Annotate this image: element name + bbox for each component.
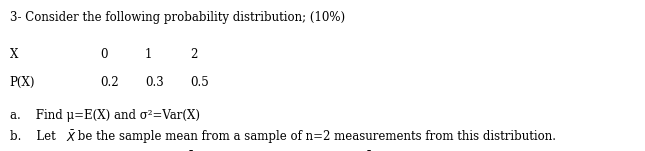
- Text: $\bar{X}$: $\bar{X}$: [66, 130, 77, 145]
- Text: 2: 2: [190, 48, 197, 61]
- Text: 0.5: 0.5: [190, 76, 209, 88]
- Text: 0.3: 0.3: [145, 76, 164, 88]
- Text: b.    Let: b. Let: [10, 130, 59, 143]
- Text: X: X: [10, 48, 18, 61]
- Text: P(X): P(X): [10, 76, 35, 88]
- Text: 3- Consider the following probability distribution; (10%): 3- Consider the following probability di…: [10, 11, 345, 24]
- Text: 0.2: 0.2: [100, 76, 119, 88]
- Text: 1: 1: [145, 48, 152, 61]
- Text: a.    Find μ=E(X) and σ²=Var(X): a. Find μ=E(X) and σ²=Var(X): [10, 109, 200, 122]
- Text: 0: 0: [100, 48, 108, 61]
- Text: be the sample mean from a sample of n=2 measurements from this distribution.: be the sample mean from a sample of n=2 …: [74, 130, 556, 143]
